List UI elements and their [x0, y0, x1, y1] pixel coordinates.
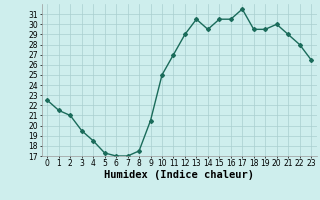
X-axis label: Humidex (Indice chaleur): Humidex (Indice chaleur)	[104, 170, 254, 180]
